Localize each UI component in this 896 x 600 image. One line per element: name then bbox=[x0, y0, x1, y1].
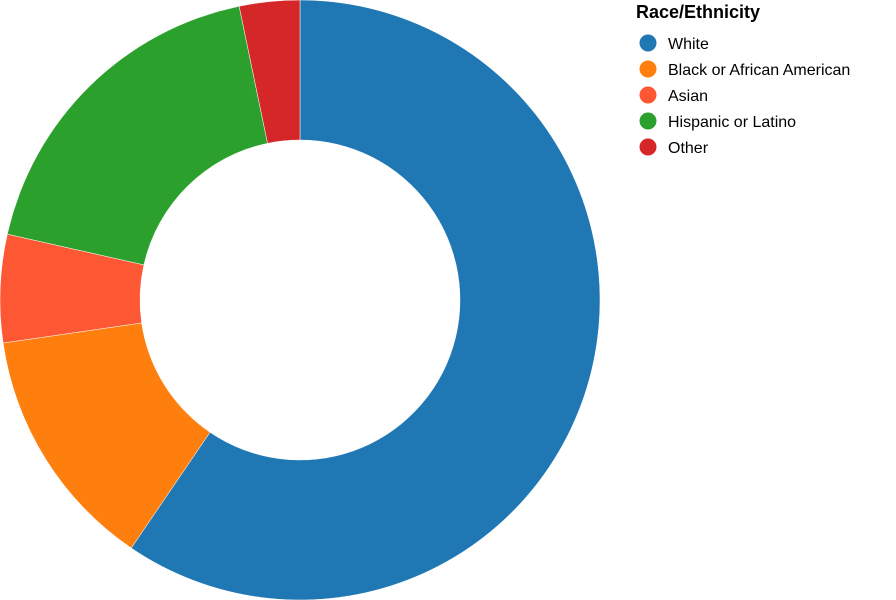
legend-label-white: White bbox=[668, 36, 709, 53]
legend-item-hispanic-or-latino: Hispanic or Latino bbox=[639, 112, 796, 131]
slice-other bbox=[238, 0, 301, 144]
donut-slices bbox=[0, 0, 601, 600]
legend-item-asian: Asian bbox=[639, 86, 708, 105]
legend-items: White Black or African American Asian Hispa… bbox=[639, 34, 850, 157]
legend-title: Race/Ethnicity bbox=[636, 2, 760, 22]
legend-swatch-asian bbox=[639, 86, 657, 104]
legend-swatch-white bbox=[639, 34, 657, 52]
slice-hispanic-or-latino bbox=[7, 5, 268, 266]
legend-item-white: White bbox=[639, 34, 709, 53]
legend-label-other: Other bbox=[668, 140, 709, 157]
slice-black-or-african-american bbox=[2, 322, 211, 549]
legend-item-black-or-african-american: Black or African American bbox=[639, 60, 850, 79]
legend-item-other: Other bbox=[639, 138, 709, 157]
legend-swatch-black-or-african-american bbox=[639, 60, 657, 78]
legend-label-asian: Asian bbox=[668, 88, 708, 105]
legend: Race/Ethnicity White Black or African Ame… bbox=[636, 2, 850, 157]
legend-swatch-other bbox=[639, 138, 657, 156]
slice-white bbox=[130, 0, 601, 600]
legend-label-black-or-african-american: Black or African American bbox=[668, 62, 850, 79]
legend-swatch-hispanic-or-latino bbox=[639, 112, 657, 130]
legend-label-hispanic-or-latino: Hispanic or Latino bbox=[668, 114, 796, 131]
